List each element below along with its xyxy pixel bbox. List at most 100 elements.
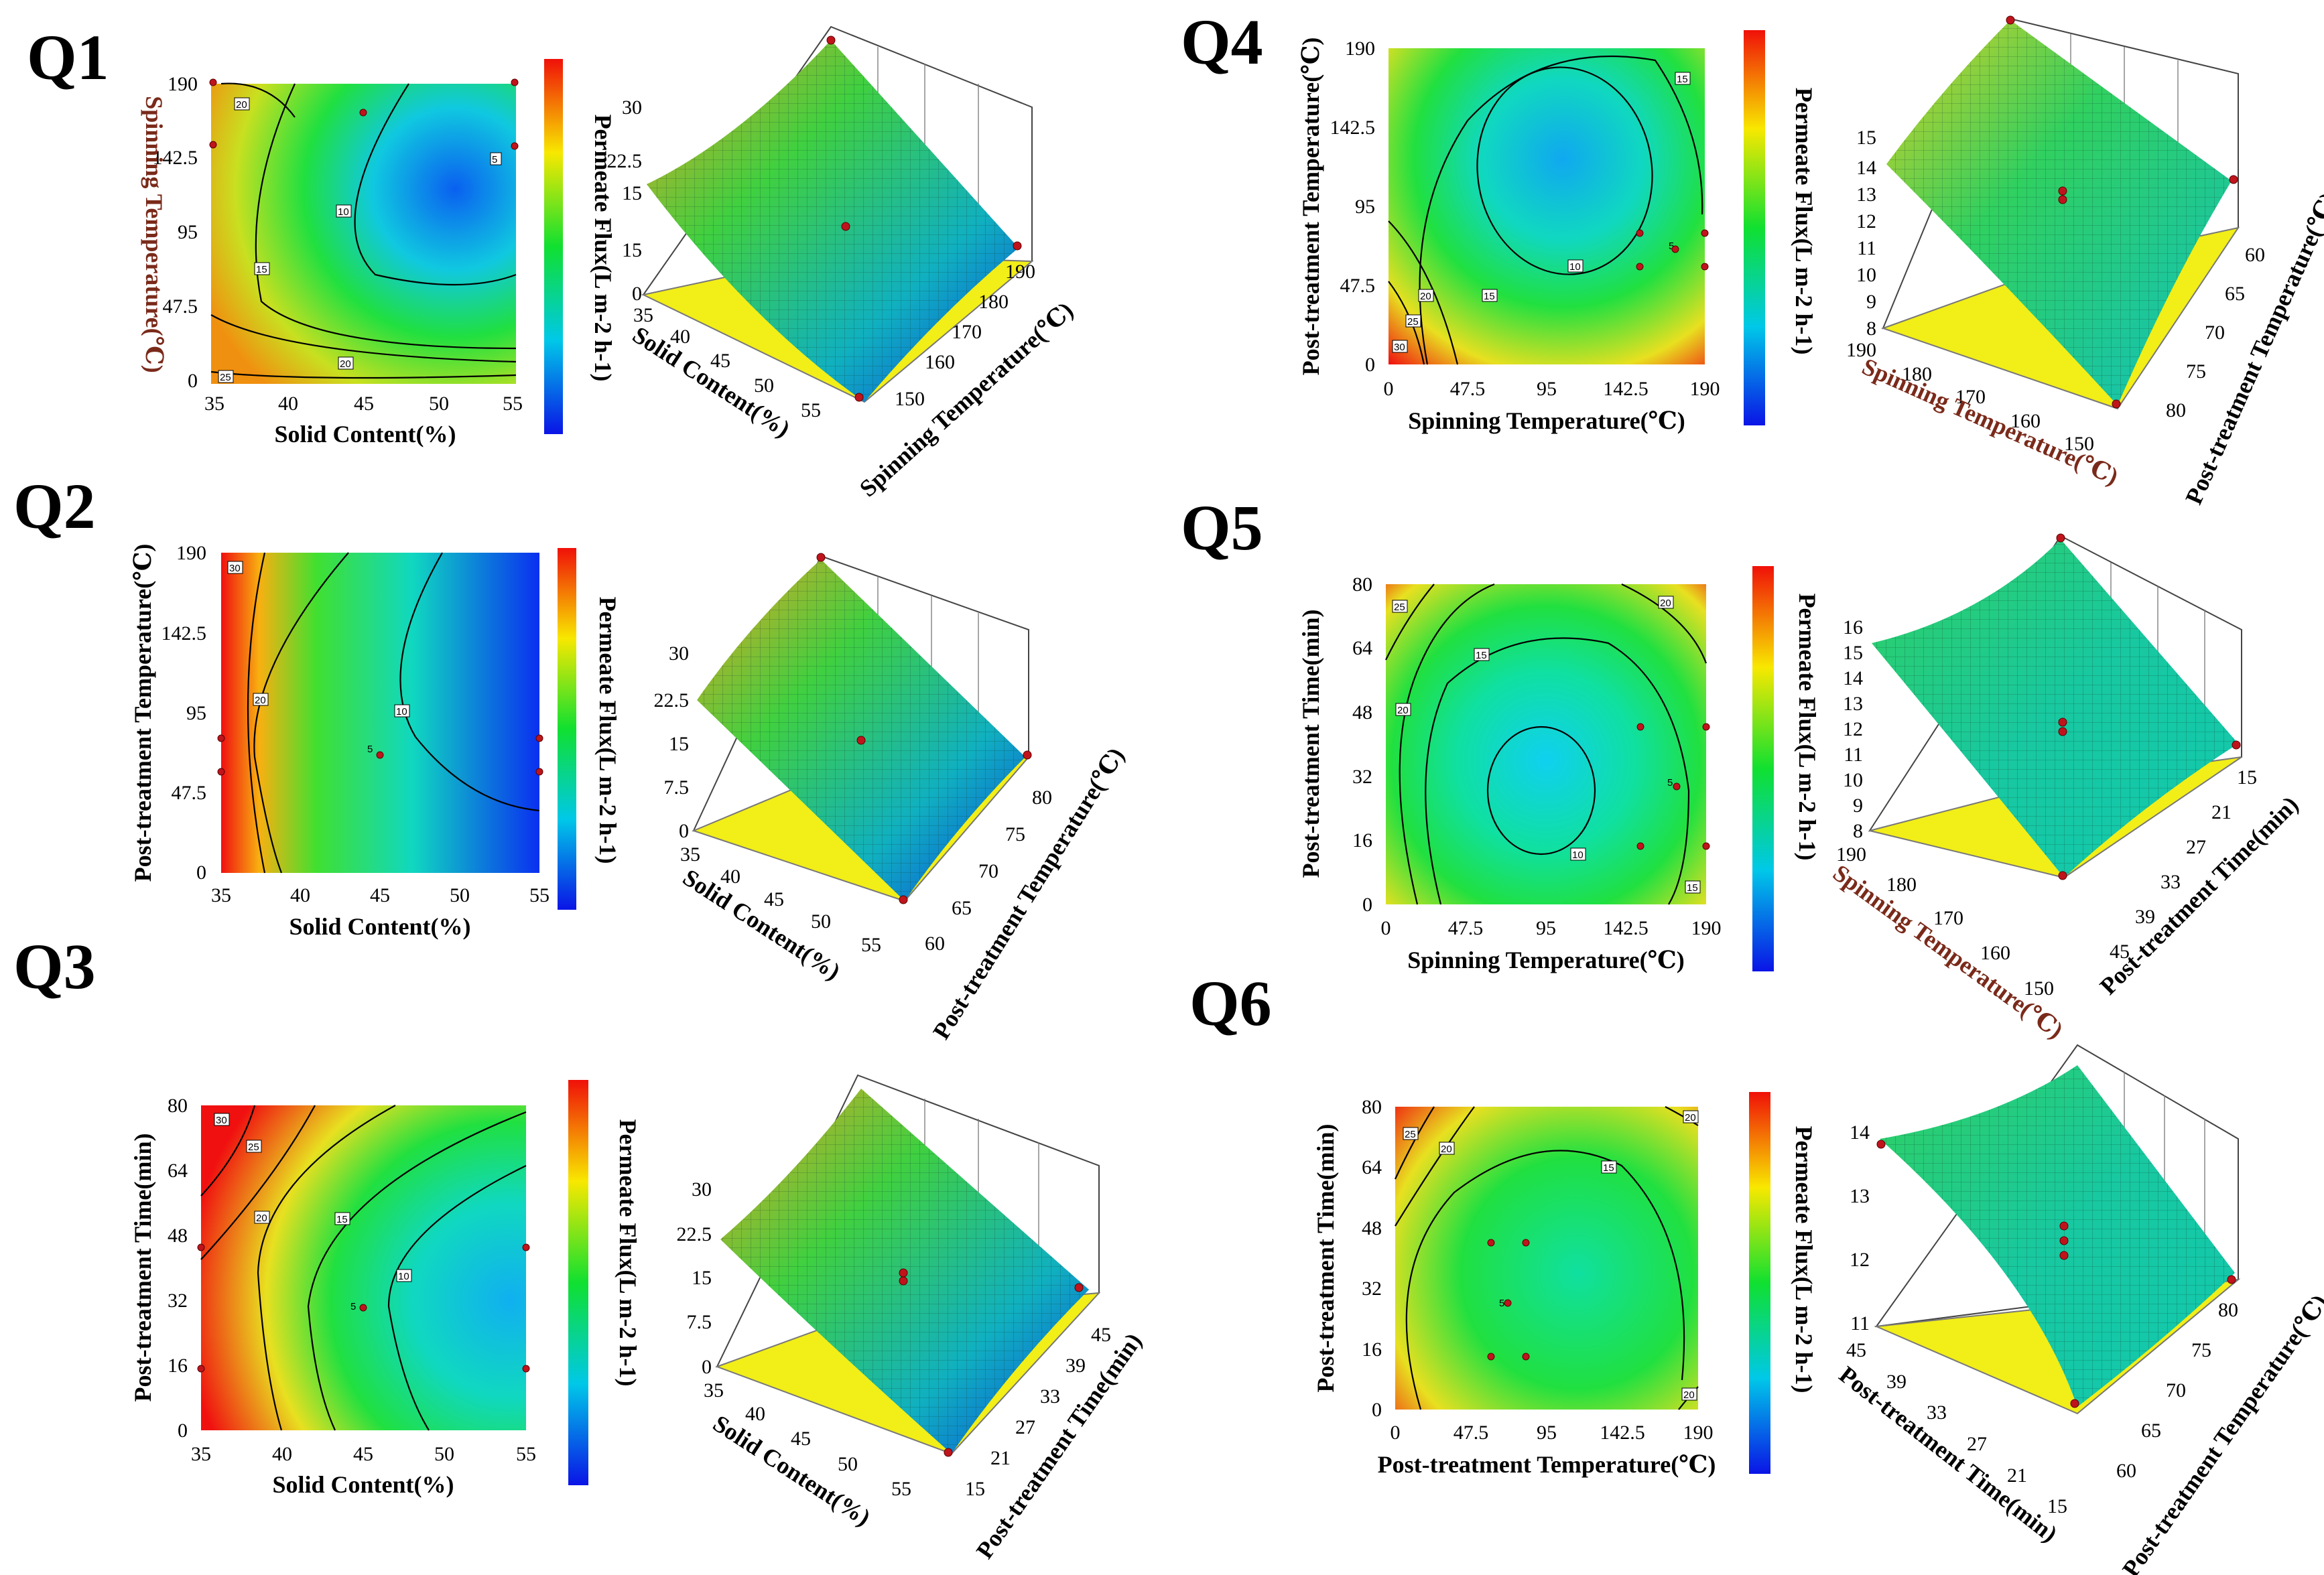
- z-tick-q4: 12: [1856, 210, 1876, 232]
- contour-level-q5: 20: [1658, 596, 1674, 609]
- surface-3d-q3: [715, 1074, 1101, 1457]
- surface-3d-q2: [692, 553, 1032, 904]
- y3d-tick-q3: 45: [1091, 1324, 1111, 1346]
- x3d-tick-q6: 39: [1886, 1371, 1907, 1393]
- design-point: [209, 78, 217, 86]
- y-tick-q1: 0: [188, 370, 198, 392]
- y3d-tick-q5: 15: [2237, 766, 2257, 789]
- contour-level-q4: 10: [1567, 259, 1584, 273]
- design-point: [1522, 1239, 1530, 1247]
- x-tick-q2: 55: [529, 884, 550, 906]
- x-tick-q6: 0: [1391, 1422, 1401, 1444]
- contour-line-q1: [255, 83, 517, 350]
- contour-level-q3: 25: [246, 1140, 262, 1153]
- contour-level-q6: 25: [1403, 1127, 1419, 1140]
- contour-x-label-q3: Solid Content(%): [272, 1471, 454, 1498]
- x-tick-q4: 95: [1537, 378, 1557, 400]
- x-tick-q6: 190: [1683, 1422, 1714, 1444]
- design-point: [826, 36, 836, 45]
- contour-level-q5: 5: [1667, 777, 1673, 789]
- contour-level-q3: 15: [334, 1212, 350, 1225]
- x3d-tick-q5: 190: [1836, 843, 1866, 866]
- design-point: [841, 222, 850, 231]
- x-tick-q2: 45: [370, 884, 390, 906]
- contour-line-q3: [307, 1111, 527, 1431]
- x-tick-q3: 40: [272, 1443, 292, 1465]
- x3d-tick-q2: 40: [720, 866, 740, 888]
- design-point: [376, 751, 384, 759]
- x-tick-q5: 47.5: [1448, 917, 1484, 939]
- contour-line-q1: [210, 370, 517, 379]
- svg-text:20: 20: [1683, 1389, 1695, 1401]
- y-tick-q1: 47.5: [163, 295, 198, 318]
- y3d-tick-q6: 75: [2191, 1339, 2211, 1361]
- svg-text:5: 5: [492, 154, 497, 165]
- z-tick-q5: 10: [1843, 769, 1863, 791]
- z-tick-q5: 9: [1853, 795, 1863, 817]
- z-tick-q3: 0: [702, 1356, 712, 1378]
- x3d-tick-q1: 40: [670, 326, 690, 348]
- contour-line-q2: [247, 552, 266, 874]
- x3d-tick-q4: 170: [1955, 386, 1986, 408]
- x3d-tick-q4: 160: [2010, 410, 2041, 432]
- contour-line-q1: [354, 83, 517, 286]
- y-tick-q1: 95: [178, 221, 198, 243]
- contour-line-q3: [200, 1105, 256, 1196]
- y3d-tick-q1: 170: [952, 321, 982, 343]
- contour-level-q6: 5: [1499, 1298, 1504, 1309]
- panel-q6: Q6 25 20 15 20 20 5 80 64 48 32 16 0 0 4…: [1189, 967, 2324, 1575]
- x-tick-q5: 0: [1381, 917, 1391, 939]
- y-tick-q3: 0: [178, 1420, 188, 1442]
- design-point: [1023, 750, 1032, 760]
- x3d-tick-q5: 180: [1886, 874, 1917, 896]
- z-tick-q5: 14: [1843, 667, 1863, 689]
- contour-line-q5: [1385, 584, 1435, 661]
- y-tick-q4: 142.5: [1330, 117, 1376, 139]
- panel-label-q1: Q1: [27, 21, 109, 93]
- y3d-tick-q6: 60: [2116, 1460, 2136, 1482]
- svg-text:15: 15: [336, 1214, 348, 1225]
- design-point: [1636, 263, 1644, 271]
- contour-x-label-q1: Solid Content(%): [274, 421, 456, 448]
- contour-level-q2: 20: [253, 693, 269, 706]
- contour-level-q5: 15: [1474, 648, 1490, 661]
- design-point: [522, 1365, 530, 1373]
- y3d-tick-q2: 75: [1005, 823, 1025, 845]
- y-tick-q2: 95: [186, 702, 206, 724]
- z-tick-q4: 13: [1856, 184, 1876, 206]
- y3d-tick-q1: 150: [895, 388, 925, 410]
- svg-text:20: 20: [1685, 1112, 1696, 1123]
- design-point: [1636, 842, 1644, 850]
- y3d-tick-q2: 80: [1032, 786, 1052, 809]
- x3d-tick-q2: 50: [811, 910, 831, 933]
- surface-mesh: [647, 40, 1019, 402]
- z-tick-q3: 22.5: [677, 1223, 712, 1245]
- contour-heatmap-q5: [1386, 584, 1706, 904]
- design-point: [1487, 1239, 1495, 1247]
- svg-text:25: 25: [1394, 602, 1405, 613]
- x3d-tick-q4: 150: [2064, 433, 2094, 455]
- design-point: [1702, 723, 1710, 731]
- panel-q4: Q4 15 10 15 20 25 30 5 190 142.5 95 47.5…: [1181, 6, 2324, 508]
- design-point: [522, 1243, 530, 1251]
- design-point: [856, 736, 866, 745]
- surface-3d-q4: [1880, 15, 2240, 410]
- svg-text:20: 20: [1441, 1144, 1452, 1155]
- y3d-tick-q2: 70: [978, 860, 998, 882]
- contour-y-label-q5: Post-treatment Time(min): [1297, 610, 1324, 878]
- y-tick-q2: 0: [196, 862, 206, 884]
- z-tick-q6: 13: [1850, 1185, 1870, 1207]
- contour-line-q5: [1399, 583, 1495, 905]
- contour-x-label-q6: Post-treatment Temperature(℃): [1378, 1451, 1716, 1478]
- design-point: [1876, 1140, 1886, 1149]
- x-tick-q2: 50: [450, 884, 470, 906]
- z-tick-q2: 7.5: [664, 776, 690, 799]
- z-tick-q2: 22.5: [654, 689, 690, 711]
- y3d-tick-q4: 75: [2186, 360, 2206, 383]
- contour-level-q6: 20: [1439, 1142, 1455, 1155]
- design-point: [2058, 727, 2067, 736]
- color-bar-q5: [1752, 566, 1774, 971]
- surface-x-label-q5: Spinning Temperature(℃): [1828, 860, 2068, 1044]
- y-tick-q3: 64: [168, 1160, 188, 1182]
